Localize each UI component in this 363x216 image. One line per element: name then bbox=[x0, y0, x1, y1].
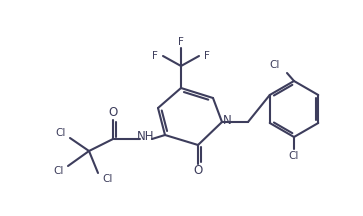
Text: Cl: Cl bbox=[102, 174, 113, 184]
Text: Cl: Cl bbox=[270, 60, 280, 70]
Text: O: O bbox=[193, 165, 203, 178]
Text: O: O bbox=[109, 106, 118, 119]
Text: F: F bbox=[204, 51, 210, 61]
Text: Cl: Cl bbox=[54, 166, 64, 176]
Text: Cl: Cl bbox=[56, 128, 66, 138]
Text: N: N bbox=[223, 113, 231, 127]
Text: Cl: Cl bbox=[289, 151, 299, 161]
Text: F: F bbox=[152, 51, 158, 61]
Text: NH: NH bbox=[137, 130, 155, 143]
Text: F: F bbox=[178, 37, 184, 47]
